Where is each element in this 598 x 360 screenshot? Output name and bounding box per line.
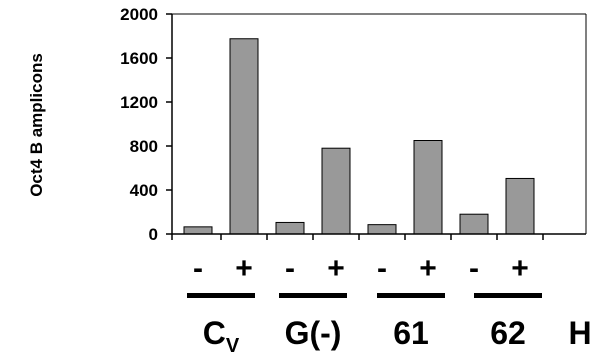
group-label-text: H (568, 315, 591, 351)
group-label: H (568, 315, 591, 351)
sign-labels: - + - + - + - + (193, 252, 529, 285)
bar (275, 221, 305, 235)
group-labels: CV G(-) 61 62 H (187, 293, 592, 357)
bar (367, 224, 397, 235)
group-underline (377, 293, 445, 298)
bar (459, 213, 489, 235)
sign-label: + (511, 252, 529, 285)
sign-label: - (193, 252, 203, 285)
bar (505, 177, 535, 235)
group-label-text: 62 (490, 315, 526, 351)
group-label-subscript: V (226, 335, 240, 357)
group-label: G(-) (285, 315, 342, 351)
bar (183, 226, 213, 235)
sign-label: - (285, 252, 295, 285)
group-label-text: 61 (393, 315, 429, 351)
bar (413, 140, 443, 235)
y-tick-label: 400 (130, 181, 158, 200)
y-tick-label: 0 (149, 225, 158, 244)
y-tick-label: 1600 (120, 49, 158, 68)
sign-label: + (419, 252, 437, 285)
bars (171, 38, 544, 240)
group-label: CV (203, 315, 240, 357)
group-label: 61 (393, 315, 429, 351)
sign-label: + (327, 252, 345, 285)
y-tick-label: 1200 (120, 93, 158, 112)
y-tick-label: 2000 (120, 5, 158, 24)
y-axis-label: Oct4 B amplicons (27, 53, 46, 197)
y-ticks: 0 400 800 1200 1600 2000 (120, 5, 172, 244)
sign-label: + (235, 252, 253, 285)
group-underline (187, 293, 255, 298)
group-underline (474, 293, 542, 298)
sign-label: - (469, 252, 479, 285)
sign-label: - (377, 252, 387, 285)
group-label-text: C (203, 315, 226, 351)
y-tick-label: 800 (130, 137, 158, 156)
group-label-text: G(-) (285, 315, 342, 351)
group-label: 62 (490, 315, 526, 351)
bar (229, 38, 259, 235)
group-underline (279, 293, 347, 298)
bar (321, 147, 351, 235)
